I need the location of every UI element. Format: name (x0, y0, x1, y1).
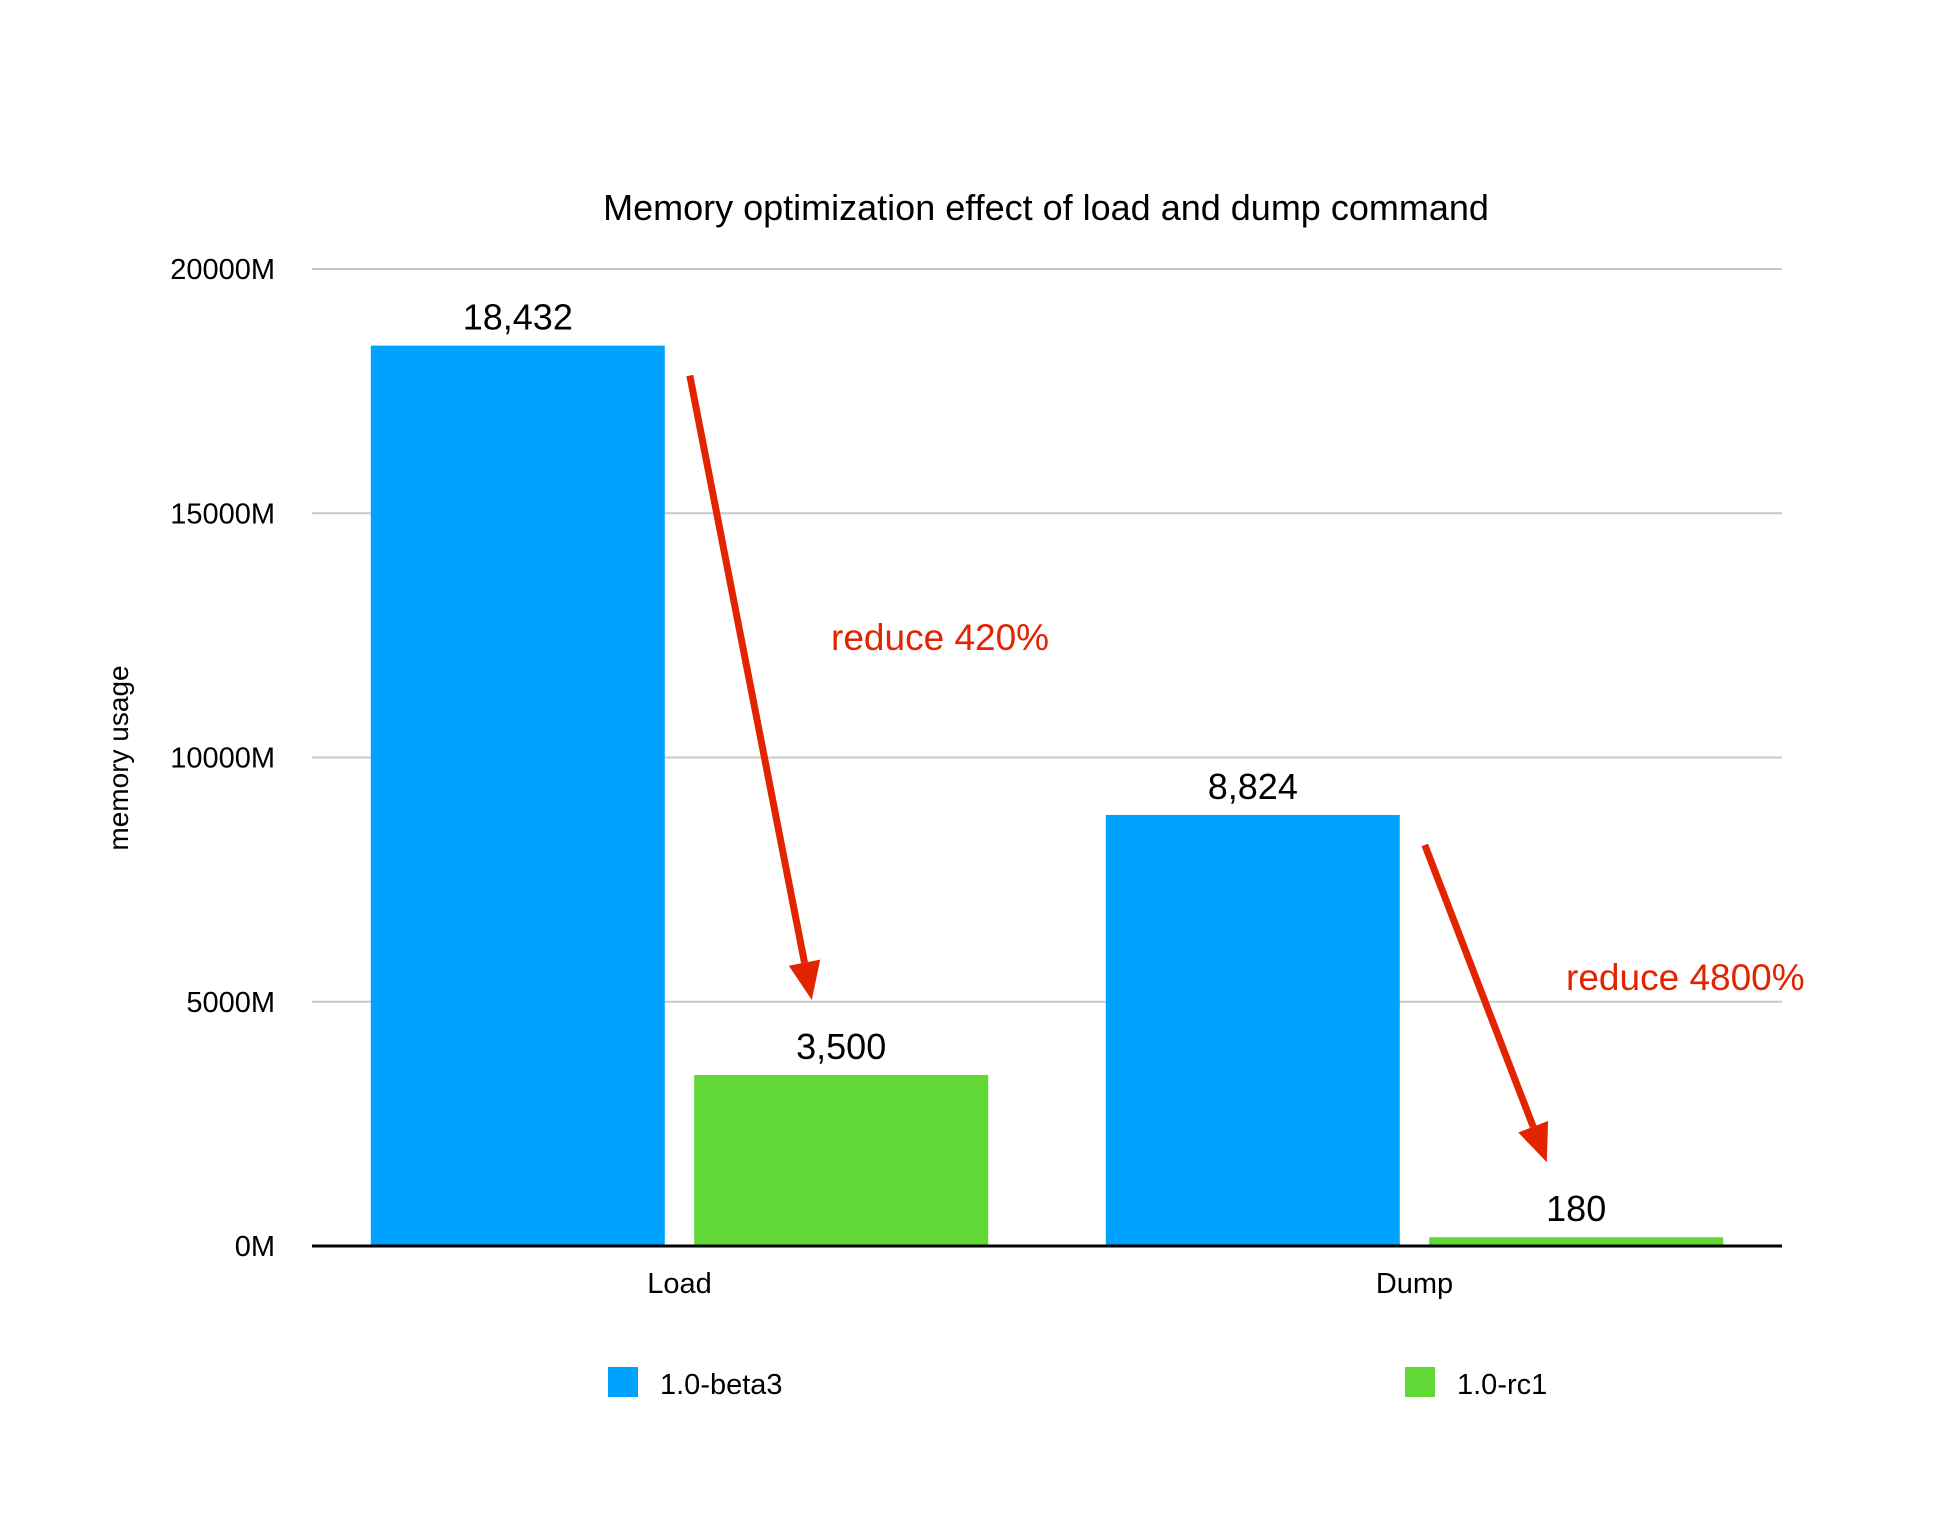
legend: 1.0-beta3 1.0-rc1 (608, 1367, 1547, 1401)
y-tick-label: 0M (235, 1231, 275, 1263)
annotations: reduce 420% reduce 4800% (686, 374, 1805, 1163)
bar-1.0-beta3-dump (1105, 814, 1400, 1246)
annotation-label: reduce 420% (831, 617, 1049, 658)
y-tick-label: 20000M (170, 254, 275, 286)
bars (370, 345, 1724, 1246)
bar-1.0-rc1-load (694, 1075, 989, 1246)
legend-swatch (608, 1367, 638, 1397)
bar-1.0-beta3-load (370, 345, 665, 1246)
y-tick-label: 5000M (186, 987, 275, 1019)
data-label: 8,824 (1208, 766, 1298, 807)
data-label: 180 (1546, 1188, 1606, 1229)
legend-swatch (1405, 1367, 1435, 1397)
x-category-label: Dump (1376, 1268, 1453, 1300)
annotation-arrowhead (788, 959, 821, 1001)
bar-1.0-rc1-dump (1429, 1237, 1724, 1246)
annotation-label: reduce 4800% (1566, 957, 1805, 998)
annotation-arrow-shaft (1421, 843, 1537, 1128)
legend-label: 1.0-rc1 (1457, 1369, 1547, 1401)
legend-label: 1.0-beta3 (660, 1369, 783, 1401)
data-labels: 18,432 3,500 8,824 180 (463, 297, 1606, 1230)
annotation-arrow-shaft (686, 374, 808, 964)
data-label: 18,432 (463, 297, 573, 338)
x-category-label: Load (647, 1268, 712, 1300)
chart-title: Memory optimization effect of load and d… (603, 187, 1489, 228)
data-label: 3,500 (796, 1026, 886, 1067)
y-axis-title: memory usage (103, 665, 134, 850)
axes: 0M 5000M 10000M 15000M 20000M Load Dump (170, 254, 1782, 1300)
y-tick-label: 10000M (170, 743, 275, 775)
annotation-arrowhead (1518, 1120, 1549, 1163)
y-tick-label: 15000M (170, 498, 275, 530)
